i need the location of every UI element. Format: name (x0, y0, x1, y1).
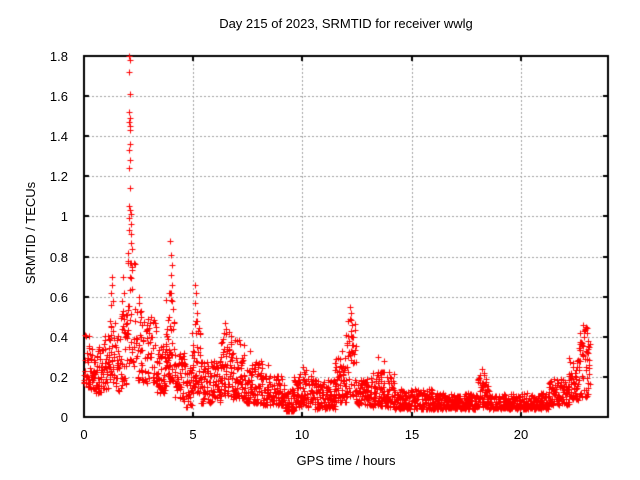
chart-title: Day 215 of 2023, SRMTID for receiver wwl… (219, 16, 473, 31)
y-tick-label: 0.4 (49, 330, 68, 345)
y-tick-label: 1.2 (49, 169, 68, 184)
y-tick-label: 1.4 (49, 129, 68, 144)
y-tick-label: 0 (60, 410, 68, 425)
x-tick-label: 5 (189, 427, 197, 442)
x-tick-label: 0 (80, 427, 88, 442)
x-tick-label: 15 (404, 427, 420, 442)
y-tick-label: 0.2 (49, 370, 68, 385)
y-tick-label: 1.8 (49, 49, 68, 64)
y-tick-label: 0.8 (49, 250, 68, 265)
y-axis-label: SRMTID / TECUs (23, 181, 38, 285)
y-tick-label: 1 (60, 209, 68, 224)
x-axis-label: GPS time / hours (296, 453, 396, 468)
x-tick-label: 20 (513, 427, 529, 442)
x-tick-label: 10 (294, 427, 310, 442)
y-tick-label: 1.6 (49, 89, 68, 104)
y-tick-label: 0.6 (49, 290, 68, 305)
